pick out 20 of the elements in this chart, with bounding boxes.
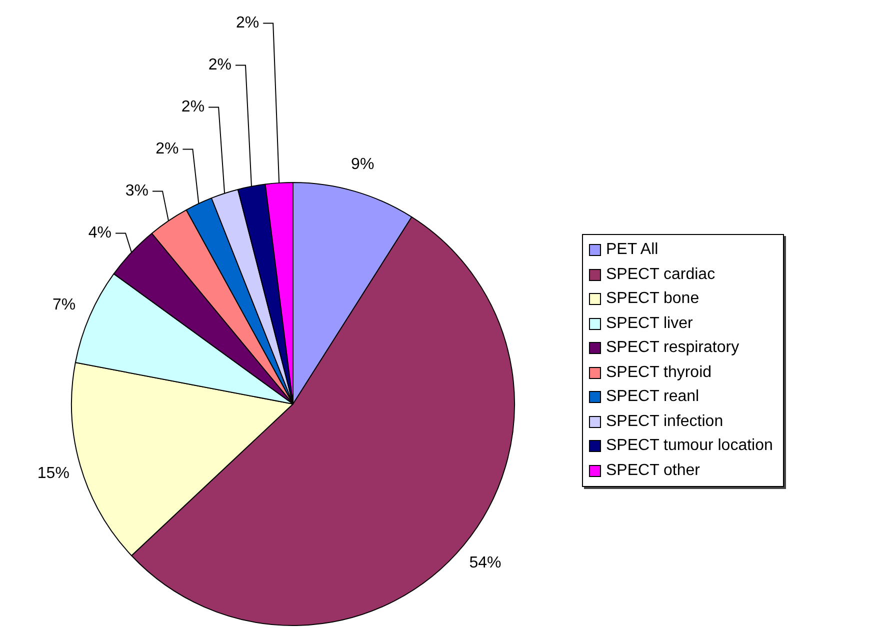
data-label: 9% (351, 156, 374, 173)
data-label: 3% (125, 182, 148, 200)
data-label: 2% (208, 56, 232, 74)
data-label: 4% (88, 224, 112, 242)
legend-label: SPECT liver (606, 314, 693, 333)
data-label: 2% (236, 14, 260, 32)
legend-label: SPECT tumour location (606, 437, 773, 456)
legend-label: SPECT thyroid (606, 364, 712, 382)
legend-label: SPECT reanl (606, 388, 700, 406)
legend-label: SPECT cardiac (606, 266, 716, 284)
data-label: 2% (156, 140, 179, 158)
legend-label: SPECT other (606, 462, 700, 480)
legend-label: SPECT respiratory (606, 339, 740, 358)
data-label: 54% (469, 554, 502, 572)
data-label: 7% (52, 296, 76, 314)
legend-label: SPECT bone (606, 290, 700, 308)
data-label: 2% (181, 98, 205, 116)
legend-label: SPECT infection (606, 412, 724, 431)
data-label: 15% (37, 465, 70, 482)
legend-label: PET All (606, 241, 658, 260)
